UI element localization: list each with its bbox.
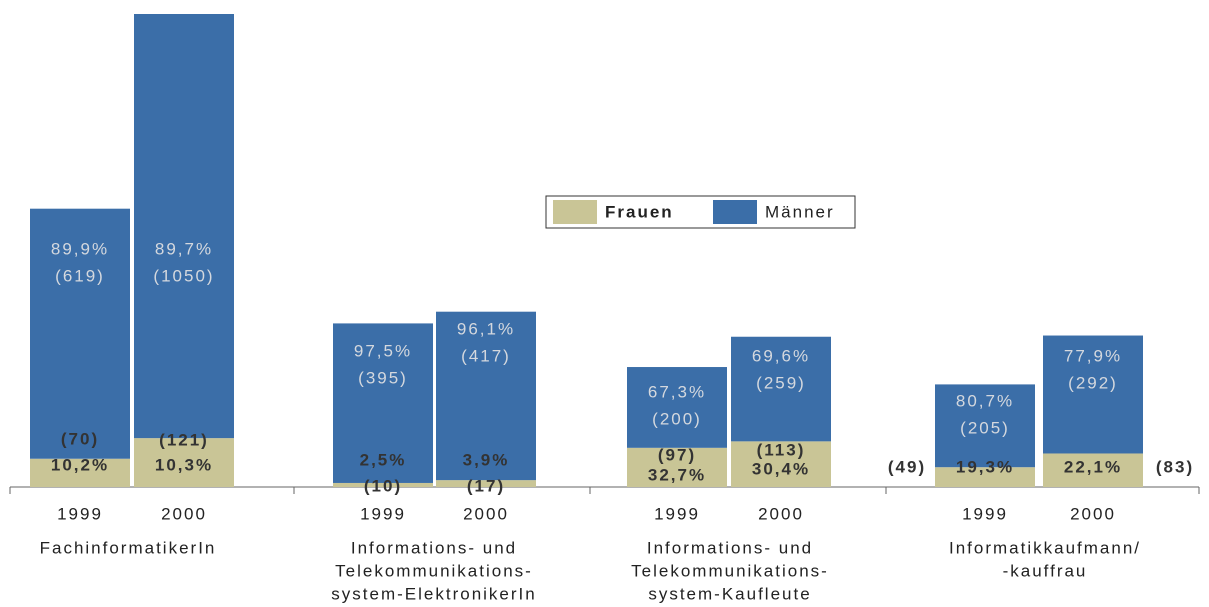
x-tick-label: 1999 [654,504,700,523]
percent-label: 89,9% [51,239,109,258]
percent-label: 32,7% [648,465,706,484]
x-tick-label: 1999 [962,504,1008,523]
value-label: (17) [467,476,505,495]
bar-segment [731,336,831,442]
percent-label: 89,7% [155,239,213,258]
percent-label: 10,3% [155,455,213,474]
percent-label: 77,9% [1064,346,1122,365]
bar-segment [1043,453,1143,487]
value-label: (292) [1068,373,1118,392]
value-label: (395) [358,368,408,387]
value-label: (49) [888,457,926,476]
legend-label: Frauen [605,202,674,221]
bar-segment [333,323,433,483]
value-label: (83) [1156,457,1194,476]
group-label: system-Kaufleute [648,584,811,603]
group-label: system-ElektronikerIn [331,584,536,603]
bar-segment [627,367,727,448]
group-label: -kauffrau [1003,561,1088,580]
value-label: (1050) [153,266,214,285]
x-tick-label: 2000 [1070,504,1116,523]
legend [545,195,856,229]
bar-segment [30,458,130,487]
value-label: (121) [159,430,209,449]
value-label: (113) [757,440,806,459]
value-label: (619) [55,266,105,285]
percent-label: 30,4% [752,459,810,478]
group-label: Telekommunikations- [335,561,533,580]
group-label: Telekommunikations- [631,561,829,580]
value-label: (259) [756,373,806,392]
legend-box [545,195,856,229]
percent-label: 19,3% [956,457,1014,476]
percent-label: 96,1% [457,319,515,338]
bar-segment [731,441,831,487]
value-label: (70) [61,429,99,448]
x-tick-label: 2000 [463,504,509,523]
x-tick-label: 2000 [758,504,804,523]
percent-label: 67,3% [648,382,706,401]
value-label: (200) [652,409,702,428]
percent-label: 80,7% [956,391,1014,410]
value-label: (205) [960,418,1010,437]
bar-segment [436,311,536,481]
percent-label: 3,9% [463,450,510,469]
percent-label: 97,5% [354,341,412,360]
bar-segment [134,14,234,439]
group-label: Informatikkaufmann/ [949,538,1141,557]
bar-segment [935,467,1035,487]
bar-segment [627,447,727,487]
value-label: (97) [658,445,696,464]
percent-label: 10,2% [51,455,109,474]
bar-segment [333,482,433,487]
percent-label: 69,6% [752,346,810,365]
bar-segment [436,480,536,487]
legend-swatch [553,200,597,224]
x-tick-label: 1999 [360,504,406,523]
value-label: (10) [364,476,402,495]
value-label: (417) [461,346,511,365]
group-label: Informations- und [647,538,813,557]
bar-segment [134,438,234,487]
group-label: Informations- und [351,538,517,557]
percent-label: 22,1% [1064,457,1122,476]
bar-segment [1043,335,1143,454]
group-label: FachinformatikerIn [40,538,217,557]
legend-swatch [713,200,757,224]
percent-label: 2,5% [360,450,407,469]
legend-label: Männer [765,202,835,221]
x-tick-label: 2000 [161,504,207,523]
bar-segment [30,208,130,459]
bar-segment [935,384,1035,468]
x-tick-label: 1999 [57,504,103,523]
